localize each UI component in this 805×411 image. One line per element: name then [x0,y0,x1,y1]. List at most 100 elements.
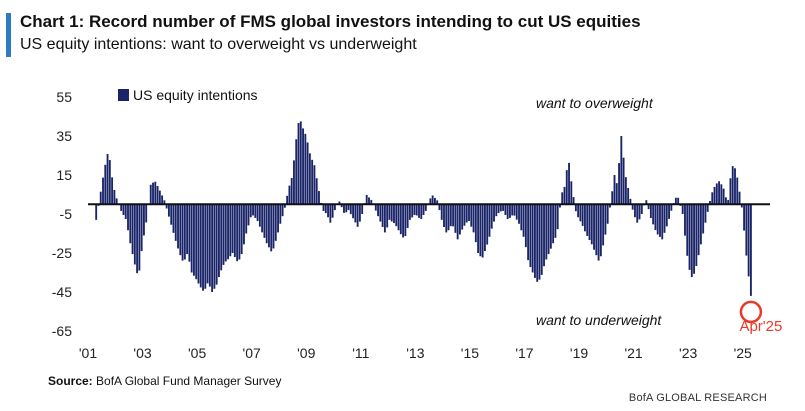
bar [699,204,702,245]
bar [288,185,291,205]
bar [295,139,298,205]
bar [331,204,334,218]
bar [727,199,730,205]
bar [422,204,425,215]
bar [731,166,734,205]
bar [165,204,168,209]
bar [634,204,636,218]
bar [415,204,418,216]
bar [356,204,359,227]
bar [702,204,705,234]
bar [243,204,245,245]
bar [563,186,566,205]
bar [397,204,400,231]
bar [170,204,173,225]
bar [743,204,746,231]
bar [352,204,355,219]
bar [127,204,129,231]
bar [661,204,664,240]
bar [445,204,448,233]
bar [449,204,452,227]
bar [172,204,175,233]
bar [590,204,593,245]
bar [206,204,209,284]
bar [236,204,239,262]
bar [599,204,602,257]
bar [579,204,582,222]
bar [570,181,573,205]
bar [370,199,373,205]
x-tick-label: '17 [515,345,533,361]
bar [286,195,289,205]
brand-label: BofA GLOBAL RESEARCH [628,392,767,404]
source-text: BofA Global Fund Manager Survey [96,374,282,388]
bar [156,186,159,205]
bar [424,204,427,211]
title-accent-bar [6,13,11,57]
highlight-circle [739,300,763,324]
bar [358,204,361,222]
bar [747,204,750,277]
bar [718,181,721,205]
bar [181,204,184,261]
bar [629,198,632,205]
bar [668,204,670,219]
source-label: Source: [48,374,93,388]
bar [152,182,154,205]
bar [477,204,480,253]
bar [493,204,495,222]
bar [529,204,532,268]
x-tick-label: '15 [461,345,479,361]
bar [515,204,518,220]
bar [245,204,248,234]
bar [222,204,225,265]
bar [229,204,232,257]
bar [502,204,505,211]
bar [145,204,148,223]
bar [695,204,698,266]
bar [161,195,164,205]
bar [318,191,320,205]
bar [140,204,143,252]
bar [645,200,648,205]
bar [736,177,739,205]
bar [656,204,659,235]
bar [293,160,295,205]
bar [149,184,152,205]
bar [106,153,109,205]
bar [665,204,668,227]
bar [249,204,252,218]
bar [220,204,223,271]
bar [99,191,102,205]
bar [167,204,170,217]
bar [386,204,389,228]
bar [556,204,559,230]
bar [606,204,609,224]
bar [652,204,655,225]
x-tick-label: '25 [734,345,752,361]
bar [104,164,107,205]
bar [213,204,216,289]
annotation-underweight: want to underweight [536,312,662,328]
bar [456,204,459,240]
bar [638,204,641,220]
bar [545,204,548,260]
bar [524,204,527,248]
bar [547,204,550,255]
bar [195,204,198,280]
y-tick-label: -5 [60,206,73,222]
bar [224,204,227,262]
bar [740,204,743,208]
bar [215,204,218,285]
bar [506,204,509,220]
bar [483,204,486,252]
bar [238,204,241,260]
bar [438,204,441,211]
x-tick-label: '13 [406,345,424,361]
bar [488,204,491,237]
bar [681,204,684,214]
legend-label: US equity intentions [133,87,258,103]
bar [327,204,329,218]
y-tick-label: 35 [56,128,72,144]
bar [270,204,273,252]
